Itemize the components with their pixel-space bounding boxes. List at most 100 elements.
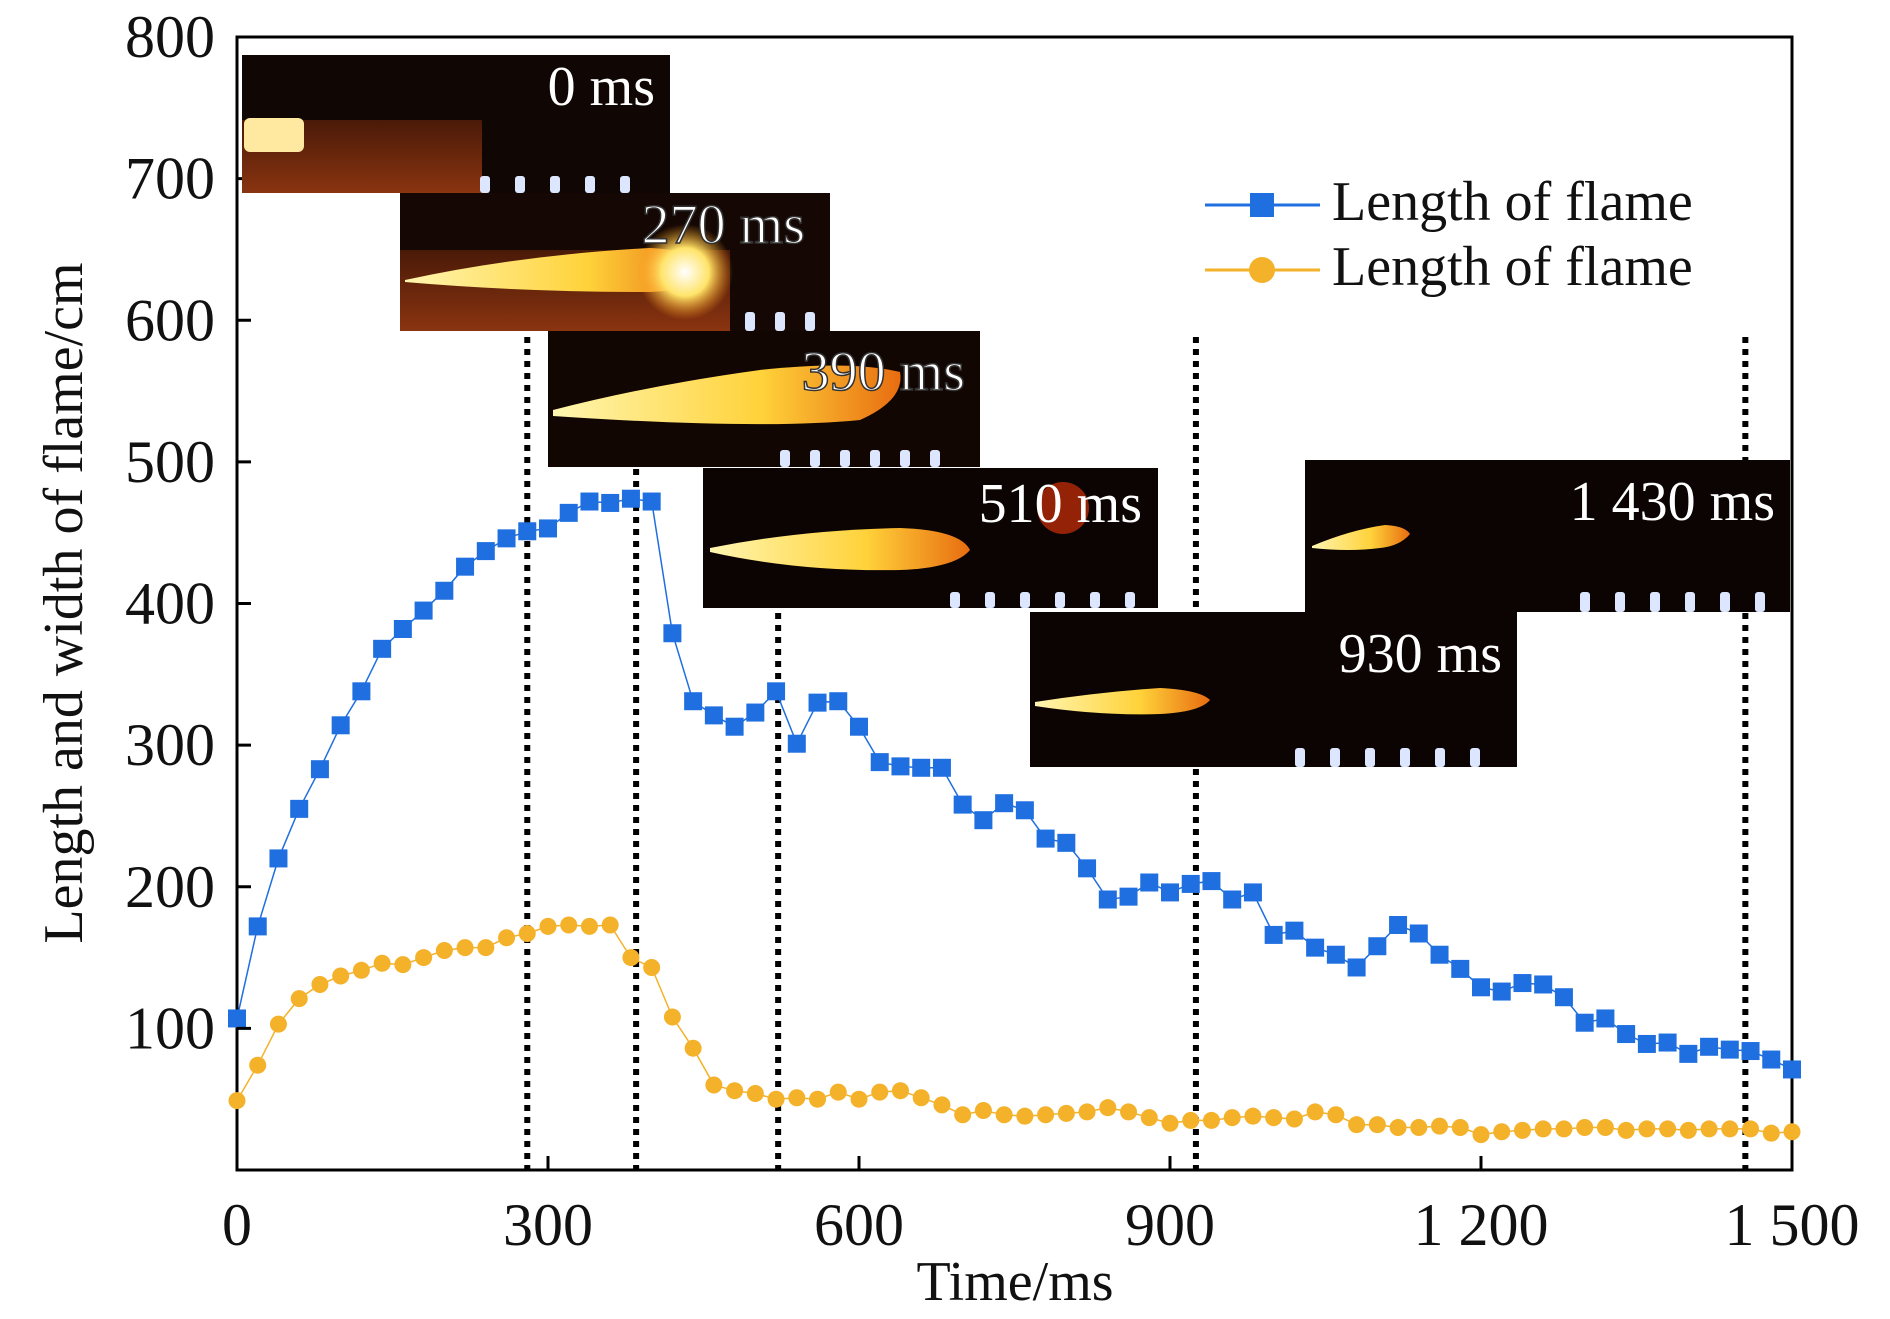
data-point	[1368, 1116, 1386, 1134]
data-point	[435, 581, 454, 600]
data-point	[891, 757, 910, 776]
legend-label: Length of flame	[1332, 236, 1693, 298]
data-point	[663, 1008, 681, 1026]
data-point	[746, 703, 765, 722]
data-point	[1264, 925, 1283, 944]
data-point	[767, 1090, 785, 1108]
data-point	[995, 794, 1014, 813]
data-point	[809, 1090, 827, 1108]
snapshot-510ms: 510 ms	[703, 468, 1158, 608]
data-point	[705, 1076, 723, 1094]
data-point	[1492, 982, 1511, 1001]
snapshot-label: 1 430 ms	[1570, 471, 1775, 533]
data-point	[1223, 1109, 1241, 1127]
y-axis-title: Length and width of flame/cm	[33, 262, 95, 943]
data-point	[1410, 1119, 1428, 1137]
data-point	[1348, 1116, 1366, 1134]
snapshot-label: 930 ms	[1339, 623, 1502, 685]
data-point	[642, 492, 661, 511]
data-point	[1534, 1120, 1552, 1138]
legend-label: Length of flame	[1332, 171, 1693, 233]
data-point	[933, 1096, 951, 1114]
data-point	[1223, 890, 1242, 909]
data-point	[1182, 1111, 1200, 1129]
data-point	[1700, 1120, 1718, 1138]
data-point	[1783, 1123, 1801, 1141]
snapshot-label: 390 ms	[802, 341, 965, 403]
legend-item-0: Length of flame	[1205, 171, 1693, 233]
legend-marker-square	[1250, 193, 1274, 217]
data-point	[1720, 1040, 1739, 1059]
data-point	[1637, 1034, 1656, 1053]
data-point	[1762, 1124, 1780, 1142]
x-tick-label: 0	[222, 1192, 252, 1258]
data-point	[352, 682, 371, 701]
data-point	[1617, 1121, 1635, 1139]
data-point	[1762, 1050, 1781, 1069]
data-point	[1451, 959, 1470, 978]
data-point	[1617, 1025, 1636, 1044]
data-point	[1576, 1119, 1594, 1137]
x-tick-label: 900	[1125, 1192, 1215, 1258]
data-point	[601, 916, 619, 934]
snapshot-930ms: 930 ms	[1030, 612, 1517, 767]
y-tick-label: 400	[125, 571, 215, 637]
y-tick-label: 300	[125, 712, 215, 778]
data-point	[1078, 859, 1097, 878]
y-tick-label: 700	[125, 146, 215, 212]
data-point	[476, 542, 495, 561]
data-point	[310, 760, 329, 779]
data-point	[1493, 1123, 1511, 1141]
data-point	[1347, 958, 1366, 977]
data-point	[1430, 945, 1449, 964]
data-point	[311, 975, 329, 993]
data-point	[518, 522, 537, 541]
data-point	[1389, 1119, 1407, 1137]
data-point	[393, 619, 412, 638]
data-point	[974, 1102, 992, 1120]
data-point	[1202, 872, 1221, 891]
data-point	[1638, 1120, 1656, 1138]
data-point	[829, 1083, 847, 1101]
data-point	[1036, 829, 1055, 848]
snapshot-390ms: 390 ms	[548, 331, 980, 467]
data-point	[435, 941, 453, 959]
data-point	[414, 601, 433, 620]
data-point	[912, 1089, 930, 1107]
data-point	[1575, 1013, 1594, 1032]
data-point	[1161, 883, 1179, 902]
data-point	[1181, 874, 1200, 893]
data-point	[1741, 1042, 1760, 1061]
series-line	[236, 497, 1793, 1071]
data-point	[539, 917, 557, 935]
y-tick-label: 200	[125, 854, 215, 920]
data-point	[1555, 1120, 1573, 1138]
data-point	[912, 758, 931, 777]
data-point	[559, 503, 578, 522]
y-tick-label: 800	[125, 4, 215, 70]
data-point	[787, 734, 806, 753]
data-point	[725, 717, 744, 736]
data-point	[580, 492, 599, 511]
data-point	[1451, 1119, 1469, 1137]
x-tick-label: 1 500	[1725, 1192, 1860, 1258]
data-point	[663, 624, 682, 643]
data-point	[1472, 978, 1490, 997]
data-point	[829, 692, 848, 711]
data-point	[352, 961, 370, 979]
snapshot-label: 510 ms	[979, 473, 1142, 535]
data-point	[1285, 1110, 1303, 1128]
data-point	[704, 706, 723, 725]
snapshot-1430ms: 1 430 ms	[1305, 460, 1790, 612]
data-point	[1513, 974, 1532, 993]
data-point	[974, 811, 993, 830]
data-point	[1244, 1107, 1262, 1125]
data-point	[1285, 921, 1304, 940]
data-point	[228, 1092, 246, 1110]
data-point	[1037, 1106, 1055, 1124]
data-point	[456, 939, 474, 957]
data-point	[249, 1056, 267, 1074]
data-point	[1389, 915, 1408, 934]
data-point	[269, 849, 288, 868]
data-point	[560, 916, 578, 934]
